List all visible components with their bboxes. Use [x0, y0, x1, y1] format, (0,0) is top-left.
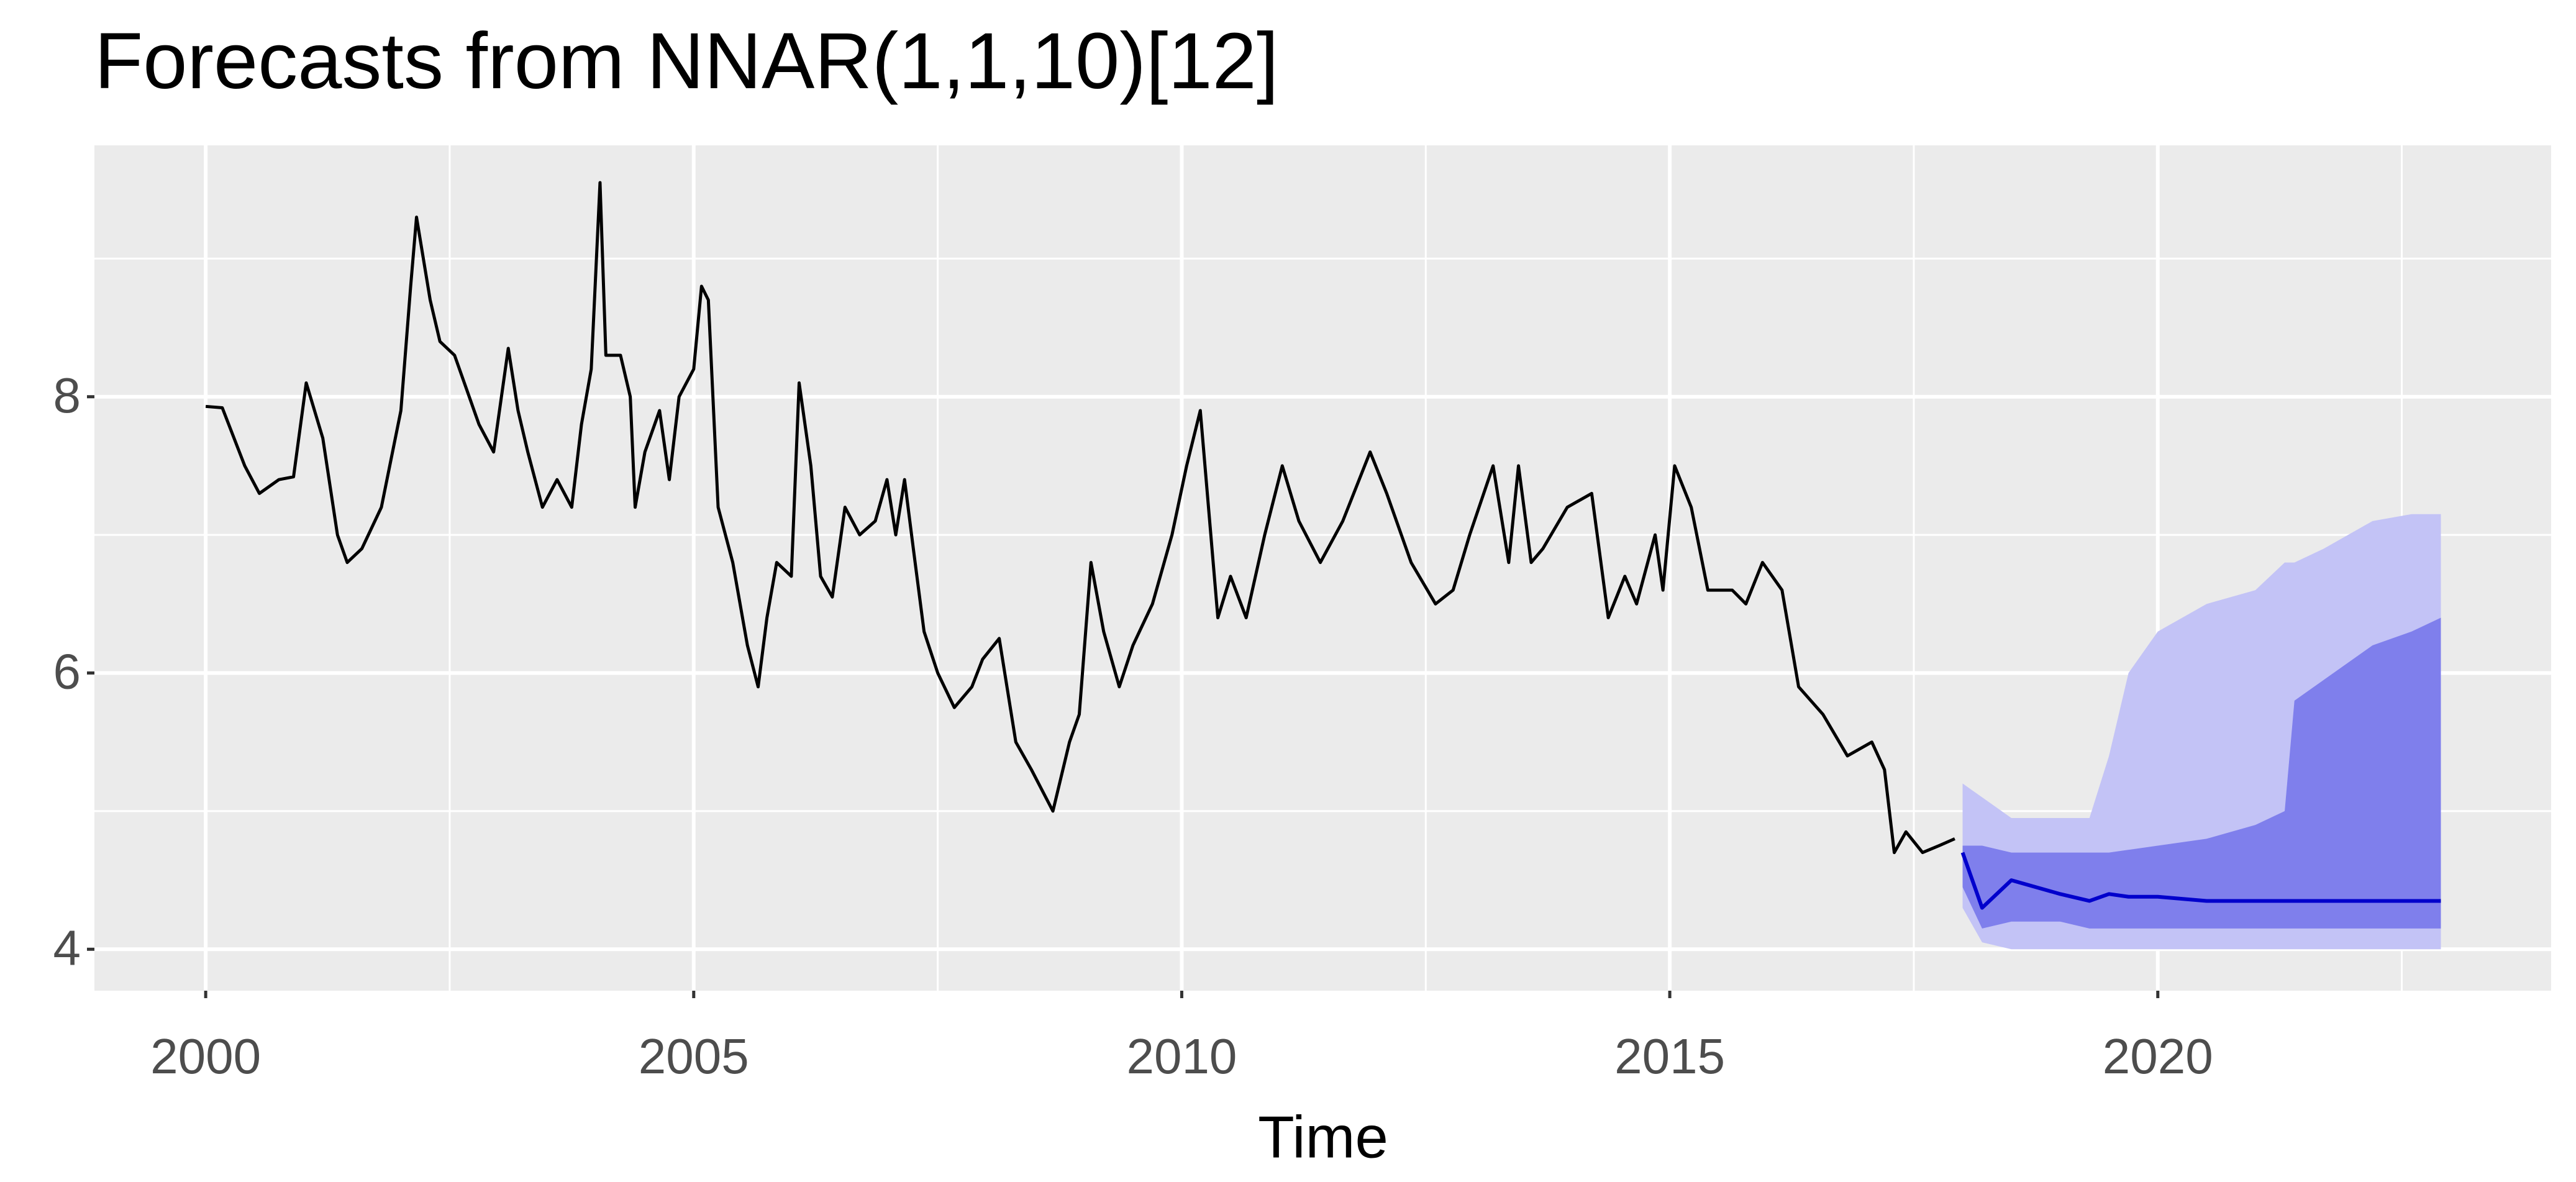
- forecast-line: [1960, 852, 2441, 910]
- x-tick-label: 2015: [1614, 1029, 1725, 1084]
- prediction-interval: [1962, 617, 2441, 929]
- x-tick-label: 2000: [150, 1029, 261, 1084]
- y-tick-label: 8: [53, 368, 81, 423]
- x-axis-title: Time: [1258, 1104, 1388, 1170]
- series-line: [205, 181, 1955, 855]
- x-tick-label: 2010: [1126, 1029, 1237, 1084]
- y-tick-label: 4: [53, 920, 81, 975]
- x-tick-label: 2005: [639, 1029, 749, 1084]
- chart-title: Forecasts from NNAR(1,1,10)[12]: [94, 17, 1278, 106]
- x-tick-label: 2020: [2103, 1029, 2213, 1084]
- y-tick-label: 6: [53, 644, 81, 699]
